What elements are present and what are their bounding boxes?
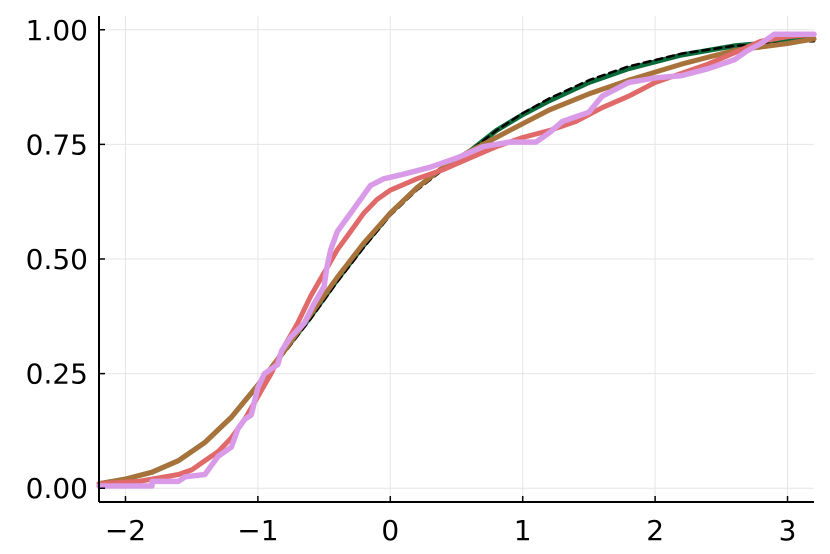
x-tick-label: 2 [646, 514, 664, 547]
x-tick-label: −1 [237, 514, 278, 547]
x-tick-label: 1 [514, 514, 532, 547]
series-line-1 [96, 36, 817, 487]
y-tick-labels: 0.00 0.25 0.50 0.75 1.00 [26, 14, 105, 505]
grid [99, 16, 814, 502]
y-tick-label: 0.75 [26, 128, 88, 161]
x-tick-labels: −2 −1 0 1 2 3 [105, 496, 797, 547]
x-tick-label: 0 [381, 514, 399, 547]
x-tick-label: −2 [105, 514, 146, 547]
y-tick-label: 0.25 [26, 358, 88, 391]
y-tick-label: 1.00 [26, 14, 88, 47]
series-line-3 [96, 36, 817, 487]
y-tick-label: 0.00 [26, 472, 88, 505]
y-tick-label: 0.50 [26, 243, 88, 276]
series-line-5 [96, 31, 817, 489]
x-tick-label: 3 [779, 514, 797, 547]
series-group [96, 31, 817, 489]
series-line-4 [96, 31, 817, 487]
series-line-2 [97, 39, 816, 485]
